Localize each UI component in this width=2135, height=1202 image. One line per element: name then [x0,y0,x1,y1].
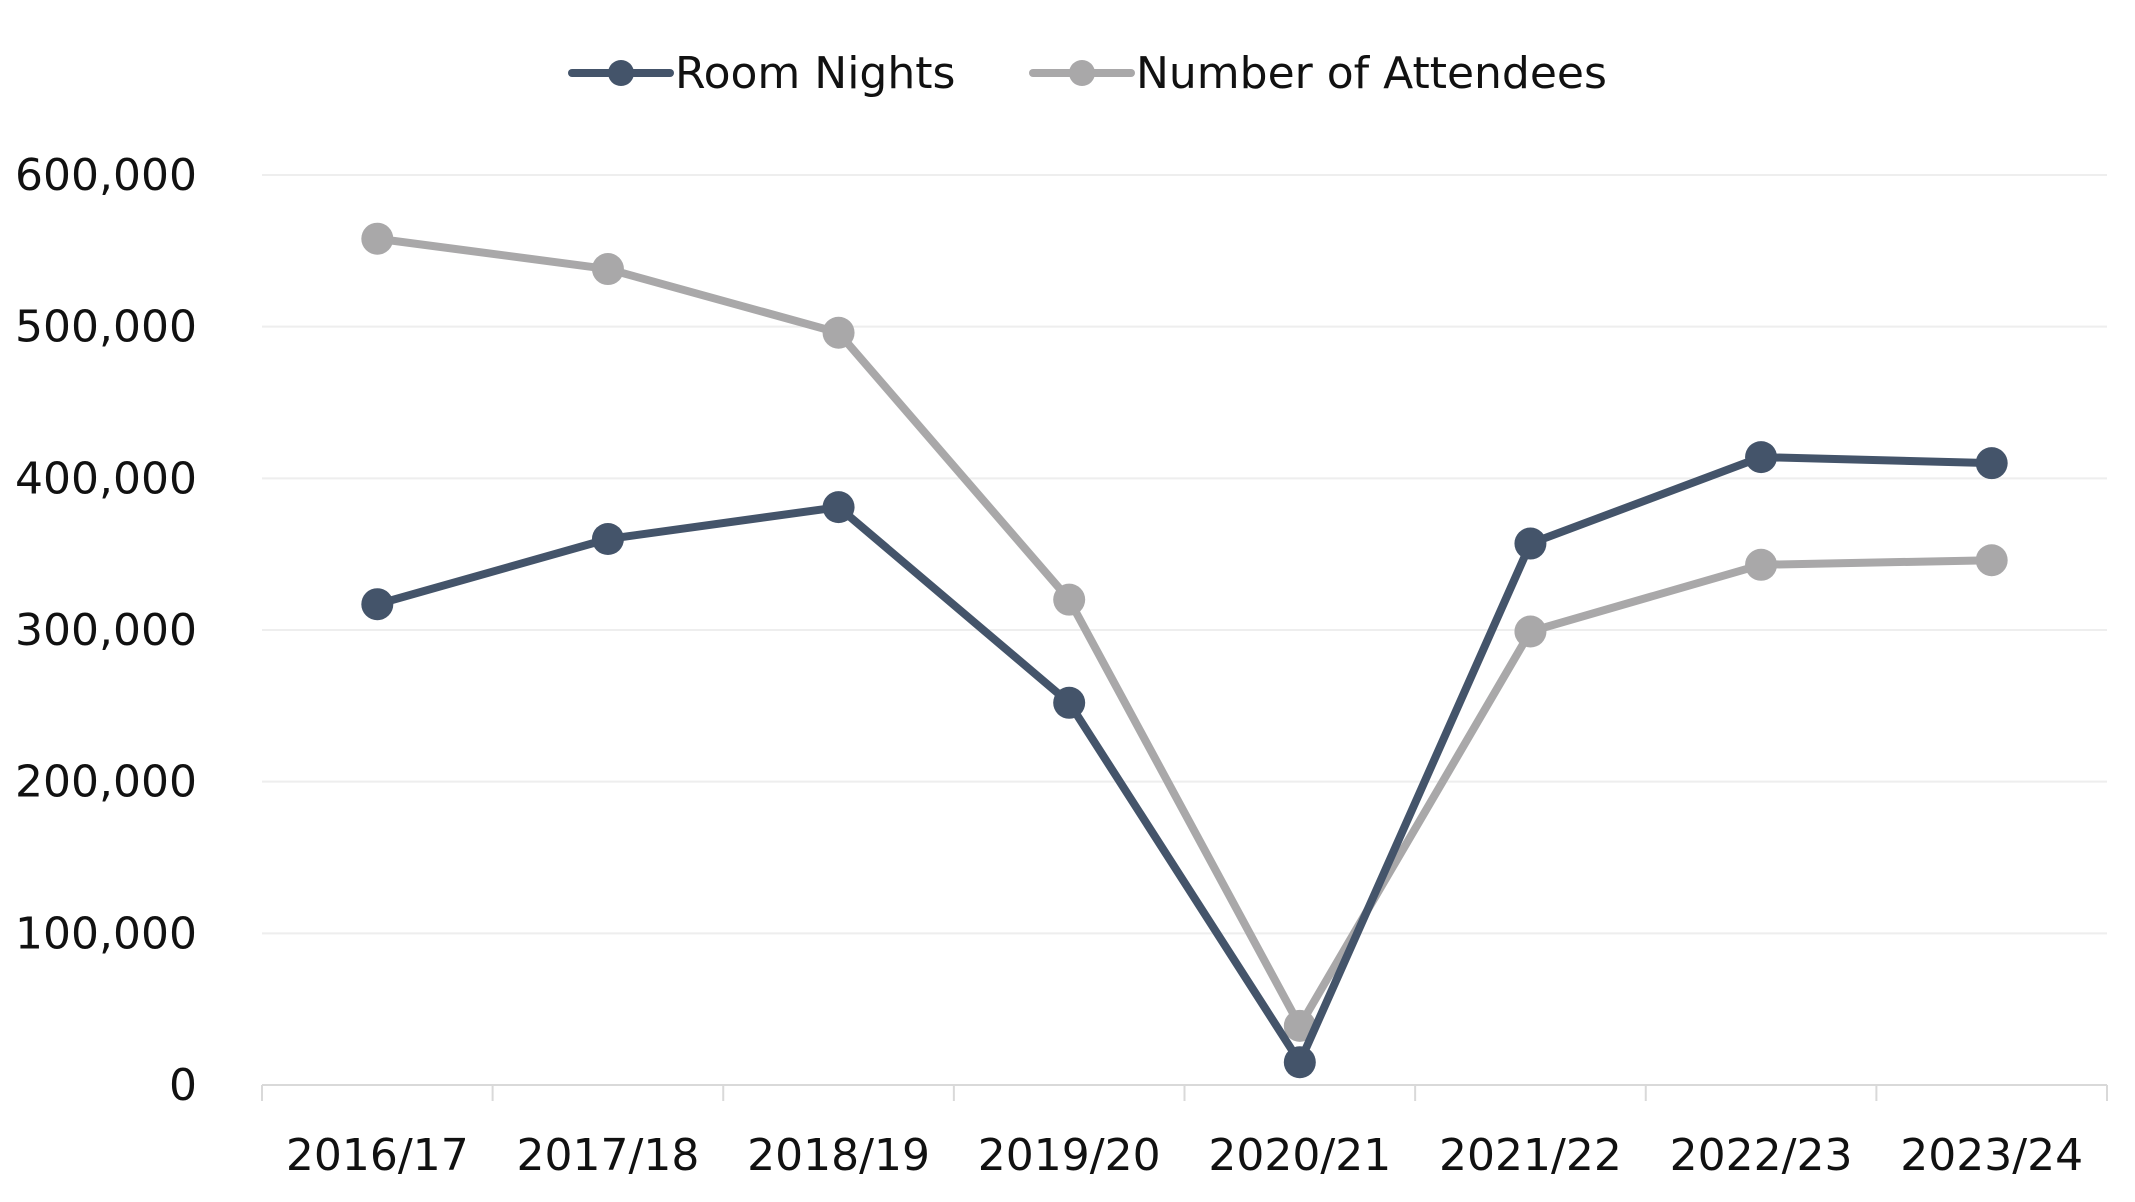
y-axis-tick-labels: 0 100,000 200,000 300,000 400,000 500,000 600,… [15,150,197,1111]
legend-item-number-of-attendees: Number of Attendees [1029,48,1607,99]
data-point-number-of-attendees [1514,615,1547,648]
x-tick-label: 2021/22 [1439,1130,1622,1181]
x-tick-label: 2016/17 [286,1130,469,1181]
data-point-room-nights [1053,686,1086,719]
y-tick-label: 600,000 [15,150,197,201]
legend-item-room-nights: Room Nights [568,48,955,99]
data-point-number-of-attendees [822,316,855,349]
legend-label-room-nights: Room Nights [675,48,955,99]
legend-marker-room-nights [608,60,634,86]
data-point-room-nights [1514,527,1547,560]
x-tick-label: 2018/19 [747,1130,930,1181]
data-point-room-nights [1283,1046,1316,1079]
data-point-room-nights [1745,441,1778,474]
data-point-number-of-attendees [1283,1009,1316,1042]
series-room-nights [361,441,2008,1079]
data-point-number-of-attendees [361,222,394,255]
x-axis-tick-labels: 2016/17 2017/18 2018/19 2019/20 2020/21 2021/… [286,1130,2083,1181]
series-group [361,222,2008,1079]
gridlines [262,174,2107,935]
series-line-number-of-attendees [373,234,1996,1030]
data-point-number-of-attendees [1053,583,1086,616]
data-point-room-nights [361,588,394,621]
data-point-number-of-attendees [591,253,624,286]
data-point-number-of-attendees [1745,548,1778,581]
y-tick-label: 100,000 [15,908,197,959]
series-number-of-attendees [361,222,2008,1042]
x-tick-label: 2019/20 [978,1130,1161,1181]
y-tick-label: 400,000 [15,453,197,504]
y-tick-label: 0 [169,1060,197,1111]
x-tick-label: 2023/24 [1900,1130,2083,1181]
y-tick-label: 500,000 [15,302,197,353]
x-tick-label: 2022/23 [1670,1130,1853,1181]
legend-label-number-of-attendees: Number of Attendees [1136,48,1607,99]
y-tick-label: 300,000 [15,605,197,656]
x-tick-label: 2020/21 [1208,1130,1391,1181]
legend-marker-number-of-attendees [1069,60,1095,86]
data-point-room-nights [591,523,624,555]
x-axis [261,1084,2108,1101]
data-point-number-of-attendees [1975,544,2008,577]
data-point-room-nights [1975,447,2008,480]
x-tick-label: 2017/18 [517,1130,700,1181]
legend: Room Nights Number of Attendees [568,48,1607,99]
series-line-room-nights [373,453,1996,1067]
y-tick-label: 200,000 [15,757,197,808]
data-point-room-nights [822,491,855,524]
